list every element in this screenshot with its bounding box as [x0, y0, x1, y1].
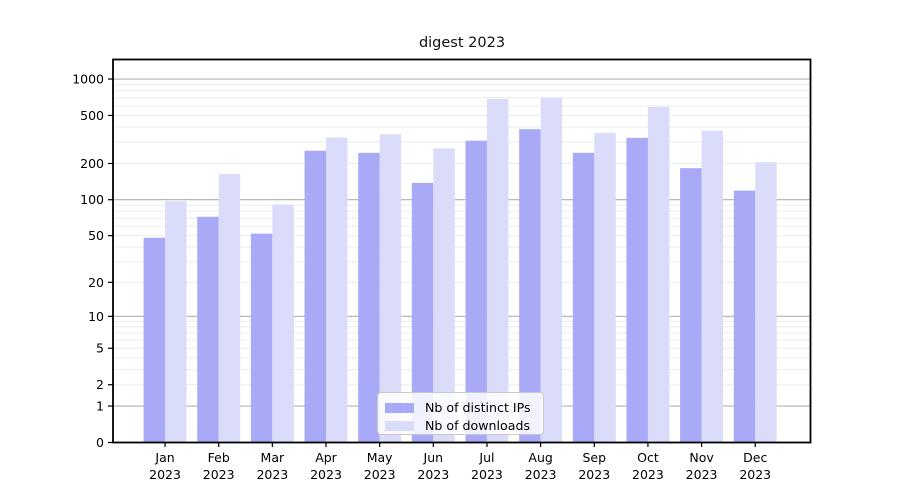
x-tick-label-month: Apr — [315, 450, 337, 465]
x-tick-label-year: 2023 — [364, 467, 396, 482]
y-tick-label: 200 — [80, 156, 104, 171]
x-tick-label-year: 2023 — [739, 467, 771, 482]
x-tick-label-year: 2023 — [632, 467, 664, 482]
legend-swatch-downloads — [385, 421, 414, 431]
bar-nb-of-downloads-jun-2023 — [433, 148, 455, 443]
bar-nb-of-downloads-may-2023 — [379, 134, 402, 443]
y-tick-label: 5 — [96, 341, 104, 356]
y-tick-label: 10 — [88, 309, 104, 324]
y-tick-label: 1 — [96, 399, 104, 414]
bar-nb-of-downloads-feb-2023 — [218, 173, 241, 443]
bar-nb-of-downloads-jan-2023 — [165, 201, 187, 443]
bar-nb-of-distinct-ips-nov-2023 — [680, 168, 702, 443]
x-tick-label-year: 2023 — [525, 467, 557, 482]
bar-nb-of-downloads-oct-2023 — [647, 106, 670, 443]
x-tick-label-year: 2023 — [203, 467, 235, 482]
bar-nb-of-downloads-apr-2023 — [326, 137, 348, 443]
x-tick-label-year: 2023 — [578, 467, 610, 482]
bar-nb-of-distinct-ips-jan-2023 — [143, 237, 166, 443]
x-tick-label-month: Jun — [423, 450, 444, 465]
x-tick-label-month: Jan — [154, 450, 174, 465]
bar-nb-of-distinct-ips-apr-2023 — [304, 150, 327, 443]
x-tick-label-month: Jul — [478, 450, 494, 465]
x-tick-label-month: Oct — [637, 450, 659, 465]
x-tick-label-year: 2023 — [417, 467, 449, 482]
bar-nb-of-downloads-jul-2023 — [486, 98, 509, 443]
bar-nb-of-downloads-sep-2023 — [594, 132, 616, 443]
plot-spine — [112, 58, 812, 444]
y-tick-label: 2 — [96, 377, 104, 392]
legend-label-downloads: Nb of downloads — [425, 417, 531, 433]
bar-nb-of-distinct-ips-feb-2023 — [197, 216, 219, 443]
bar-nb-of-distinct-ips-dec-2023 — [733, 190, 756, 443]
legend-item-distinct-ips: Nb of distinct IPs — [385, 399, 543, 417]
y-tick-label: 50 — [88, 228, 104, 243]
legend: Nb of distinct IPs Nb of downloads — [377, 392, 544, 435]
y-tick-label: 500 — [80, 108, 104, 123]
bar-nb-of-downloads-nov-2023 — [701, 130, 724, 443]
y-tick-label: 1000 — [72, 72, 104, 87]
bar-nb-of-distinct-ips-sep-2023 — [572, 152, 595, 443]
bar-nb-of-downloads-aug-2023 — [540, 97, 563, 443]
bar-nb-of-distinct-ips-mar-2023 — [250, 233, 273, 443]
bar-nb-of-downloads-dec-2023 — [755, 162, 777, 443]
x-tick-label-year: 2023 — [310, 467, 342, 482]
x-tick-label-month: Nov — [689, 450, 714, 465]
legend-label-distinct-ips: Nb of distinct IPs — [425, 399, 531, 415]
bar-nb-of-distinct-ips-oct-2023 — [626, 137, 648, 443]
bar-nb-of-distinct-ips-jun-2023 — [411, 182, 434, 443]
y-tick-label: 0 — [96, 435, 104, 450]
x-tick-label-year: 2023 — [471, 467, 503, 482]
x-tick-label-month: Aug — [528, 450, 552, 465]
legend-swatch-distinct-ips — [385, 403, 414, 413]
bar-nb-of-distinct-ips-may-2023 — [358, 152, 380, 443]
x-tick-label-month: May — [367, 450, 393, 465]
bar-nb-of-distinct-ips-jul-2023 — [465, 140, 487, 443]
y-tick-label: 100 — [80, 192, 104, 207]
x-tick-label-year: 2023 — [686, 467, 718, 482]
bar-nb-of-downloads-mar-2023 — [272, 204, 294, 443]
bar-nb-of-distinct-ips-aug-2023 — [519, 129, 541, 443]
x-tick-label-month: Sep — [582, 450, 606, 465]
x-tick-label-year: 2023 — [256, 467, 288, 482]
x-tick-label-month: Mar — [261, 450, 285, 465]
legend-item-downloads: Nb of downloads — [385, 417, 543, 435]
y-tick-label: 20 — [88, 275, 104, 290]
chart-title: digest 2023 — [418, 35, 506, 51]
x-tick-label-year: 2023 — [149, 467, 181, 482]
x-tick-label-month: Feb — [208, 450, 230, 465]
x-tick-label-month: Dec — [743, 450, 767, 465]
